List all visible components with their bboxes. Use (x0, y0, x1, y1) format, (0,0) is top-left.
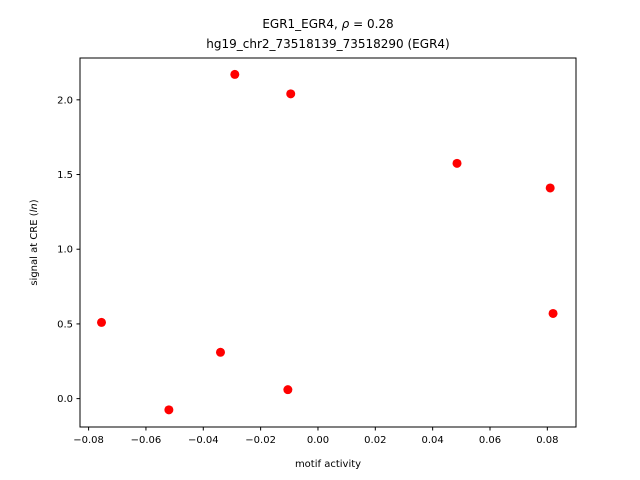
x-tick-label: −0.06 (131, 435, 162, 446)
chart-title: EGR1_EGR4, ρ = 0.28 (262, 17, 393, 31)
y-axis: 0.0 0.5 1.0 1.5 2.0 (57, 95, 80, 405)
x-tick-label: −0.04 (188, 435, 219, 446)
data-point (215, 347, 225, 357)
x-tick-label: 0.08 (536, 435, 558, 446)
data-point (283, 385, 293, 395)
x-tick-label: 0.02 (364, 435, 386, 446)
x-tick-label: 0.06 (479, 435, 501, 446)
y-tick-label: 0.5 (57, 319, 73, 330)
x-tick-label: 0.00 (307, 435, 329, 446)
data-point (548, 308, 558, 318)
x-tick-label: −0.02 (245, 435, 276, 446)
data-point (545, 183, 555, 193)
y-tick-label: 1.5 (57, 170, 73, 181)
chart-subtitle: hg19_chr2_73518139_73518290 (EGR4) (206, 37, 449, 51)
x-tick-label: 0.04 (422, 435, 444, 446)
y-axis-label: signal at CRE (ln) (29, 199, 40, 285)
data-point (286, 89, 296, 99)
data-point (230, 69, 240, 79)
data-points (97, 69, 558, 415)
y-tick-label: 0.0 (57, 394, 73, 405)
x-axis: −0.08 −0.06 −0.04 −0.02 0.00 0.02 0.04 0.06 0.08 (73, 427, 558, 446)
data-point (164, 405, 174, 415)
x-tick-label: −0.08 (73, 435, 104, 446)
y-tick-label: 2.0 (57, 95, 73, 106)
data-point (452, 158, 462, 168)
plot-area (79, 57, 577, 428)
data-point (97, 317, 107, 327)
y-tick-label: 1.0 (57, 245, 73, 256)
x-axis-label: motif activity (295, 459, 361, 470)
